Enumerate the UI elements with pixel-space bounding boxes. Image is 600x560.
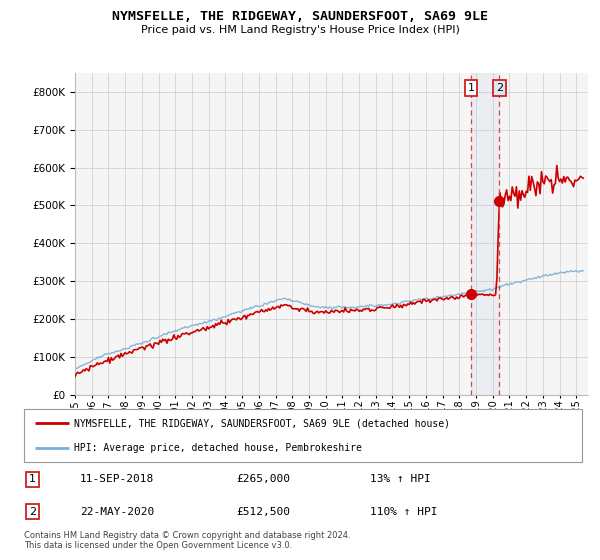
Text: NYMSFELLE, THE RIDGEWAY, SAUNDERSFOOT, SA69 9LE: NYMSFELLE, THE RIDGEWAY, SAUNDERSFOOT, S… — [112, 10, 488, 22]
Text: 2: 2 — [29, 507, 36, 517]
Text: 1: 1 — [467, 83, 475, 93]
Text: Price paid vs. HM Land Registry's House Price Index (HPI): Price paid vs. HM Land Registry's House … — [140, 25, 460, 35]
FancyBboxPatch shape — [24, 409, 582, 462]
Text: £512,500: £512,500 — [236, 507, 290, 517]
Text: 2: 2 — [496, 83, 503, 93]
Text: HPI: Average price, detached house, Pembrokeshire: HPI: Average price, detached house, Pemb… — [74, 442, 362, 452]
Text: £265,000: £265,000 — [236, 474, 290, 484]
Text: NYMSFELLE, THE RIDGEWAY, SAUNDERSFOOT, SA69 9LE (detached house): NYMSFELLE, THE RIDGEWAY, SAUNDERSFOOT, S… — [74, 418, 450, 428]
Text: Contains HM Land Registry data © Crown copyright and database right 2024.
This d: Contains HM Land Registry data © Crown c… — [24, 531, 350, 550]
Text: 1: 1 — [29, 474, 36, 484]
Text: 13% ↑ HPI: 13% ↑ HPI — [370, 474, 431, 484]
Text: 11-SEP-2018: 11-SEP-2018 — [80, 474, 154, 484]
Text: 110% ↑ HPI: 110% ↑ HPI — [370, 507, 437, 517]
Bar — [471, 73, 499, 395]
Text: 22-MAY-2020: 22-MAY-2020 — [80, 507, 154, 517]
